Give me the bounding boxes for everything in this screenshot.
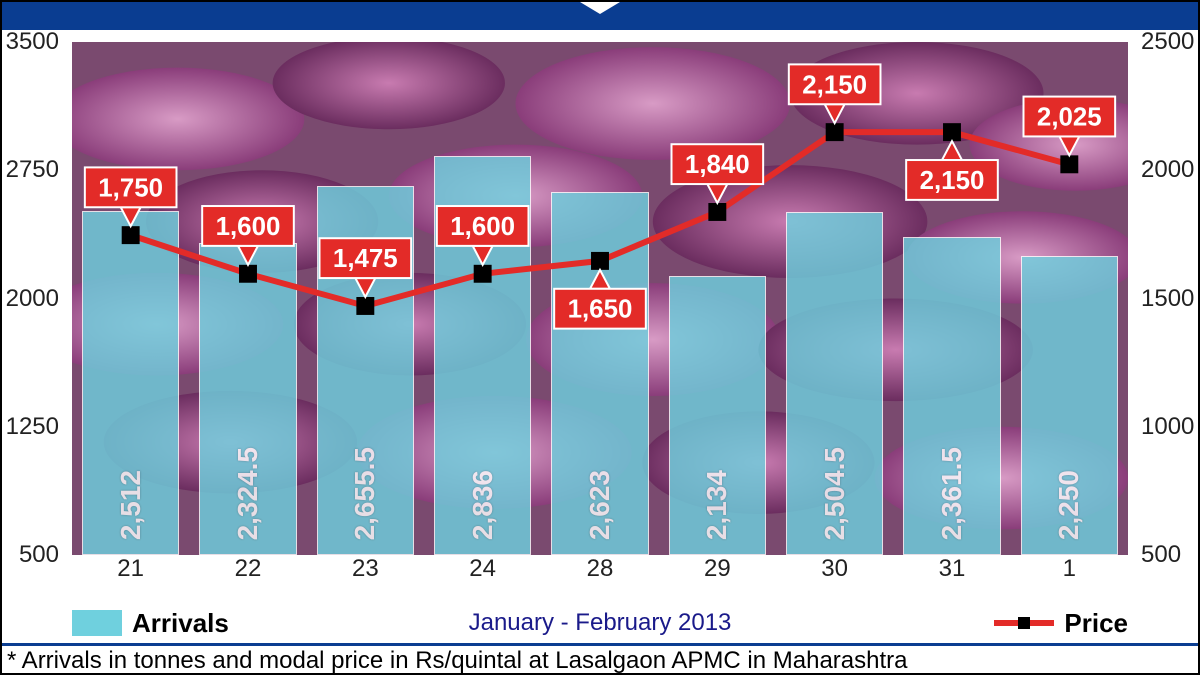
y-left-tick: 2000 bbox=[6, 285, 59, 313]
x-axis: 21 22 23 24 28 29 30 31 1 bbox=[72, 555, 1128, 595]
svg-text:2,025: 2,025 bbox=[1037, 103, 1102, 131]
y-left-tick: 3500 bbox=[6, 28, 59, 56]
y-right-tick: 2500 bbox=[1141, 28, 1194, 56]
price-callout: 1,650 bbox=[554, 270, 646, 329]
svg-text:1,840: 1,840 bbox=[685, 151, 750, 179]
header-bar bbox=[2, 2, 1198, 30]
legend-period: January - February 2013 bbox=[469, 609, 732, 637]
price-marker bbox=[356, 297, 374, 315]
svg-text:1,475: 1,475 bbox=[333, 245, 398, 273]
line-layer: 1,750 1,600 1,475 1,600 1,650 1,840 2,150 2,150… bbox=[72, 42, 1128, 557]
svg-text:2,150: 2,150 bbox=[802, 71, 867, 99]
x-tick: 22 bbox=[235, 555, 262, 583]
svg-text:1,600: 1,600 bbox=[216, 213, 281, 241]
price-marker bbox=[708, 203, 726, 221]
y-right-tick: 2000 bbox=[1141, 156, 1194, 184]
legend-price-swatch bbox=[994, 620, 1054, 626]
price-callout: 1,600 bbox=[202, 206, 294, 265]
svg-text:1,650: 1,650 bbox=[568, 296, 633, 324]
price-callout: 2,025 bbox=[1023, 97, 1115, 156]
legend-arrivals: Arrivals bbox=[72, 608, 229, 639]
header-arrow-icon bbox=[580, 2, 620, 14]
price-marker bbox=[826, 123, 844, 141]
svg-text:1,600: 1,600 bbox=[450, 213, 515, 241]
y-left-tick: 1250 bbox=[6, 413, 59, 441]
plot-region: 2,5122,324.52,655.52,8362,6232,1342,504.… bbox=[72, 42, 1128, 555]
y-axis-right: 5001000150020002500 bbox=[1133, 42, 1198, 555]
legend-arrivals-label: Arrivals bbox=[132, 608, 229, 639]
x-tick: 31 bbox=[939, 555, 966, 583]
y-right-tick: 500 bbox=[1141, 541, 1181, 569]
price-marker bbox=[943, 123, 961, 141]
price-callout: 2,150 bbox=[789, 64, 881, 123]
legend-arrivals-swatch bbox=[72, 610, 122, 636]
price-marker bbox=[591, 252, 609, 270]
x-tick: 21 bbox=[117, 555, 144, 583]
svg-text:2,150: 2,150 bbox=[920, 167, 985, 195]
y-right-tick: 1000 bbox=[1141, 413, 1194, 441]
y-axis-left: 5001250200027503500 bbox=[2, 42, 67, 555]
footnote: * Arrivals in tonnes and modal price in … bbox=[2, 643, 1198, 673]
x-tick: 30 bbox=[821, 555, 848, 583]
x-tick: 24 bbox=[469, 555, 496, 583]
price-callout: 2,150 bbox=[906, 141, 998, 200]
legend-row: Arrivals January - February 2013 Price bbox=[72, 605, 1128, 641]
y-left-tick: 2750 bbox=[6, 156, 59, 184]
price-marker bbox=[474, 265, 492, 283]
price-marker bbox=[239, 265, 257, 283]
y-left-tick: 500 bbox=[19, 541, 59, 569]
legend-price-label: Price bbox=[1064, 608, 1128, 639]
x-tick: 28 bbox=[587, 555, 614, 583]
chart-container: 5001250200027503500 5001000150020002500 … bbox=[0, 0, 1200, 675]
price-callout: 1,750 bbox=[85, 167, 177, 226]
price-callout: 1,475 bbox=[320, 238, 412, 297]
y-right-tick: 1500 bbox=[1141, 285, 1194, 313]
svg-text:1,750: 1,750 bbox=[98, 174, 163, 202]
x-tick: 1 bbox=[1063, 555, 1076, 583]
chart-area: 5001250200027503500 5001000150020002500 … bbox=[2, 30, 1198, 605]
x-tick: 23 bbox=[352, 555, 379, 583]
legend-price: Price bbox=[994, 608, 1128, 639]
x-tick: 29 bbox=[704, 555, 731, 583]
price-marker bbox=[1060, 155, 1078, 173]
price-callout: 1,840 bbox=[671, 144, 763, 203]
price-callout: 1,600 bbox=[437, 206, 529, 265]
price-marker bbox=[122, 226, 140, 244]
